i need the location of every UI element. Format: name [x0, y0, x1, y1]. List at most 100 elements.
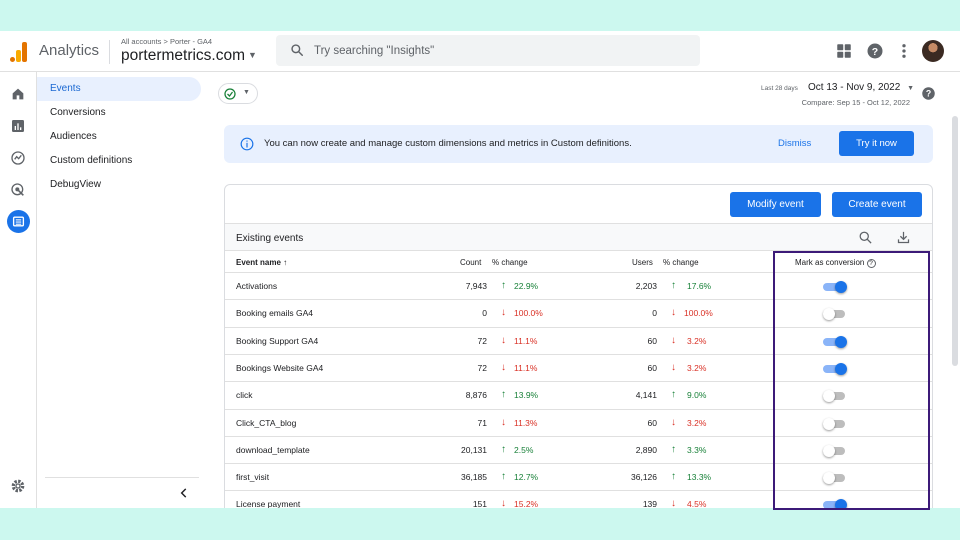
event-count: 7,943 [465, 281, 487, 291]
home-icon[interactable] [10, 86, 26, 102]
sidebar-item-events[interactable]: Events [37, 77, 201, 101]
event-users: 2,203 [635, 281, 657, 291]
table-row[interactable]: download_template 20,131 ↑ 2.5% 2,890 ↑ 3.3% [225, 435, 932, 463]
caret-down-icon: ▼ [248, 50, 257, 60]
table-row[interactable]: Booking Support GA4 72 ↓ 11.1% 60 ↓ 3.2% [225, 326, 932, 354]
sidebar-item-conversions[interactable]: Conversions [50, 107, 106, 118]
account-breadcrumb[interactable]: All accounts > Porter - GA4 [121, 37, 213, 46]
event-name[interactable]: Click_CTA_blog [236, 417, 297, 428]
table-row[interactable]: Booking emails GA4 0 ↓ 100.0% 0 ↓ 100.0% [225, 299, 932, 326]
column-header-label: Event name [236, 258, 281, 267]
help-icon[interactable]: ? [921, 86, 936, 101]
event-name[interactable]: click [236, 390, 253, 401]
gear-icon[interactable] [10, 478, 26, 494]
apps-grid-icon[interactable] [835, 42, 853, 60]
trend-up-icon: ↑ [501, 443, 506, 455]
count-change: 2.5% [514, 444, 534, 455]
sidebar-item-audiences[interactable]: Audiences [50, 131, 97, 142]
event-name[interactable]: Bookings Website GA4 [236, 362, 324, 373]
caret-down-icon: ▼ [243, 89, 250, 96]
table-row[interactable]: first_visit 36,185 ↑ 12.7% 36,126 ↑ 13.3% [225, 463, 932, 490]
users-change: 3.2% [687, 362, 707, 373]
table-row[interactable]: Activations 7,943 ↑ 22.9% 2,203 ↑ 17.6% [225, 272, 932, 299]
mark-as-conversion-toggle[interactable] [823, 390, 847, 403]
users-change: 13.3% [687, 472, 712, 483]
mark-as-conversion-toggle[interactable] [823, 444, 847, 457]
search-icon[interactable] [858, 230, 873, 245]
event-name[interactable]: Booking emails GA4 [236, 308, 314, 319]
avatar[interactable] [922, 40, 944, 62]
event-count: 71 [477, 417, 487, 428]
help-icon[interactable]: ? [866, 42, 884, 60]
data-status-chip[interactable]: ▼ [218, 83, 258, 104]
column-header-count[interactable]: Count [460, 258, 482, 267]
table-row[interactable]: Bookings Website GA4 72 ↓ 11.1% 60 ↓ 3.2% [225, 353, 932, 381]
divider [45, 477, 199, 478]
dismiss-button[interactable]: Dismiss [778, 138, 812, 149]
event-name[interactable]: License payment [236, 499, 301, 508]
mark-as-conversion-toggle[interactable] [823, 281, 847, 293]
explore-icon[interactable] [10, 150, 26, 166]
trend-down-icon: ↓ [501, 307, 506, 319]
trend-up-icon: ↑ [501, 471, 506, 483]
search-bar[interactable] [276, 35, 700, 66]
create-event-button[interactable]: Create event [832, 192, 922, 217]
list-icon [12, 216, 25, 227]
sidebar-item-debugview[interactable]: DebugView [50, 179, 101, 190]
trend-down-icon: ↓ [501, 334, 506, 346]
caret-down-icon: ▼ [907, 85, 914, 92]
column-header-users-change[interactable]: % change [663, 258, 699, 267]
analytics-logo-icon[interactable] [10, 42, 28, 62]
event-count: 8,876 [465, 390, 487, 401]
table-row[interactable]: Click_CTA_blog 71 ↓ 11.3% 60 ↓ 3.2% [225, 408, 932, 436]
trend-down-icon: ↓ [671, 416, 676, 428]
banner-text: You can now create and manage custom dim… [264, 138, 632, 149]
event-name[interactable]: first_visit [236, 472, 270, 483]
column-header-count-change[interactable]: % change [492, 258, 528, 267]
event-count: 36,185 [461, 472, 487, 483]
column-header-users[interactable]: Users [632, 258, 653, 267]
mark-as-conversion-toggle[interactable] [823, 499, 847, 508]
event-count: 0 [482, 308, 487, 319]
property-selector[interactable]: portermetrics.com ▼ [121, 47, 257, 65]
mark-as-conversion-toggle[interactable] [823, 417, 847, 430]
mark-as-conversion-toggle[interactable] [823, 362, 847, 375]
mark-as-conversion-toggle[interactable] [823, 472, 847, 485]
scrollbar[interactable] [952, 116, 958, 366]
more-vert-icon[interactable] [895, 42, 913, 60]
reports-icon[interactable] [10, 118, 26, 134]
event-users: 0 [652, 308, 657, 319]
configure-button[interactable] [7, 210, 30, 233]
users-change: 17.6% [687, 281, 712, 291]
download-icon[interactable] [896, 230, 911, 245]
table-row[interactable]: click 8,876 ↑ 13.9% 4,141 ↑ 9.0% [225, 381, 932, 408]
sidebar-item-custom-definitions[interactable]: Custom definitions [50, 155, 133, 166]
table-row[interactable]: License payment 151 ↓ 15.2% 139 ↓ 4.5% [225, 490, 932, 508]
help-icon[interactable]: ? [866, 259, 876, 268]
event-name[interactable]: Activations [236, 281, 278, 291]
column-header-event-name[interactable]: Event name ↑ [236, 258, 287, 267]
check-circle-icon [224, 88, 236, 100]
analytics-window: Analytics All accounts > Porter - GA4 po… [0, 31, 960, 508]
mark-as-conversion-toggle[interactable] [823, 335, 847, 348]
left-rail [0, 72, 37, 508]
trend-down-icon: ↓ [501, 416, 506, 428]
try-it-now-button[interactable]: Try it now [839, 131, 914, 156]
users-change: 3.2% [687, 417, 707, 428]
event-name[interactable]: download_template [236, 444, 310, 455]
advertising-icon[interactable] [10, 182, 26, 198]
event-name[interactable]: Booking Support GA4 [236, 335, 319, 346]
event-count: 20,131 [461, 444, 487, 455]
event-count: 151 [472, 499, 487, 508]
chevron-left-icon[interactable] [177, 486, 191, 500]
date-range-picker[interactable]: Oct 13 - Nov 9, 2022 ▼ [808, 82, 914, 93]
search-icon [291, 44, 303, 56]
users-change: 3.3% [687, 444, 707, 455]
count-change: 22.9% [514, 281, 539, 291]
search-input[interactable] [314, 35, 684, 66]
mark-as-conversion-toggle[interactable] [823, 308, 847, 321]
modify-event-button[interactable]: Modify event [730, 192, 821, 217]
trend-down-icon: ↓ [671, 498, 676, 508]
trend-down-icon: ↓ [671, 361, 676, 373]
trend-up-icon: ↑ [671, 471, 676, 483]
